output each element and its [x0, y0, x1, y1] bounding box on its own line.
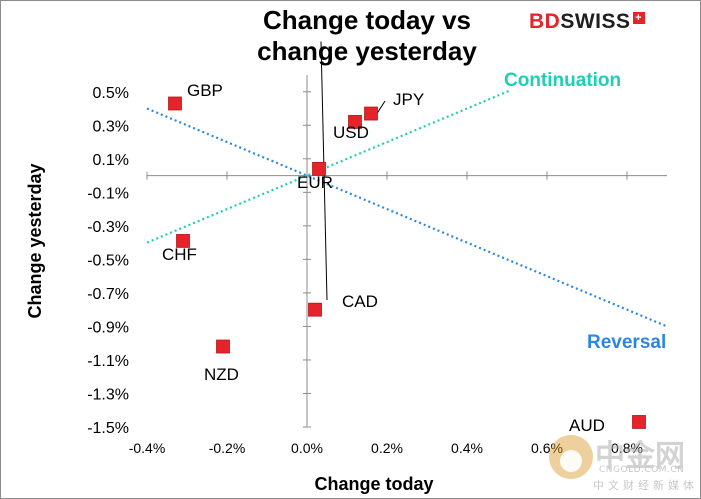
- x-tick-label: 0.6%: [531, 440, 563, 456]
- chart-title-line-2: change yesterday: [257, 36, 477, 66]
- x-axis-title: Change today: [314, 474, 433, 494]
- point-marker-eur: [312, 161, 326, 176]
- point-label-eur: EUR: [297, 173, 333, 192]
- point-label-gbp: GBP: [187, 81, 223, 100]
- y-tick-label: -0.3%: [87, 219, 129, 236]
- point-marker-aud: [632, 415, 646, 429]
- continuation-label: Continuation: [504, 70, 621, 91]
- y-tick-label: -1.5%: [87, 420, 129, 437]
- y-axis-title: Change yesterday: [25, 163, 45, 318]
- y-tick-label: -0.5%: [87, 252, 129, 269]
- y-tick-label: 0.3%: [93, 118, 129, 135]
- point-marker-cad: [308, 302, 322, 317]
- y-tick-label: -1.3%: [87, 386, 129, 403]
- y-tick-label: -1.1%: [87, 353, 129, 370]
- continuation-line: [146, 89, 512, 244]
- reversal-line: [146, 107, 668, 328]
- y-tick-label: -0.7%: [87, 286, 129, 303]
- point-marker-gbp: [168, 96, 182, 111]
- y-tick-label: -0.1%: [87, 185, 129, 202]
- reversal-label: Reversal: [587, 332, 666, 353]
- point-label-chf: CHF: [162, 245, 197, 264]
- y-tick-label: 0.1%: [93, 152, 129, 169]
- x-tick-label: 0.0%: [291, 440, 323, 456]
- x-tick-label: 0.4%: [451, 440, 483, 456]
- bdswiss-logo: BD SWISS +: [529, 9, 645, 35]
- y-tick-label: 0.5%: [93, 85, 129, 102]
- watermark-text: 中金网: [595, 439, 685, 474]
- point-marker-nzd: [216, 339, 230, 354]
- point-label-aud: AUD: [569, 416, 605, 435]
- x-tick-label: 0.2%: [371, 440, 403, 456]
- leader-line-jpy: [376, 100, 386, 114]
- point-label-jpy: JPY: [393, 90, 424, 109]
- chart-title-line-1: Change today vs: [262, 5, 472, 35]
- point-marker-chf: [176, 234, 190, 248]
- x-tick-label: 0.8%: [611, 440, 643, 456]
- x-tick-label: -0.4%: [129, 440, 166, 456]
- point-label-cad: CAD: [342, 292, 378, 311]
- watermark-coin-icon: [549, 435, 593, 479]
- watermark: 中金网 CNGOLD.COM.CN 中文财经新媒体: [549, 431, 699, 497]
- watermark-subtitle: 中文财经新媒体: [593, 479, 698, 492]
- y-tick-label: -0.9%: [87, 319, 129, 336]
- point-label-usd: USD: [333, 123, 369, 142]
- point-marker-usd: [348, 115, 362, 129]
- point-marker-jpy: [364, 106, 378, 121]
- x-tick-label: -0.2%: [209, 440, 246, 456]
- point-label-nzd: NZD: [204, 365, 239, 384]
- watermark-url: CNGOLD.COM.CN: [599, 465, 685, 475]
- chart-title: Change today vs change yesterday: [197, 5, 537, 67]
